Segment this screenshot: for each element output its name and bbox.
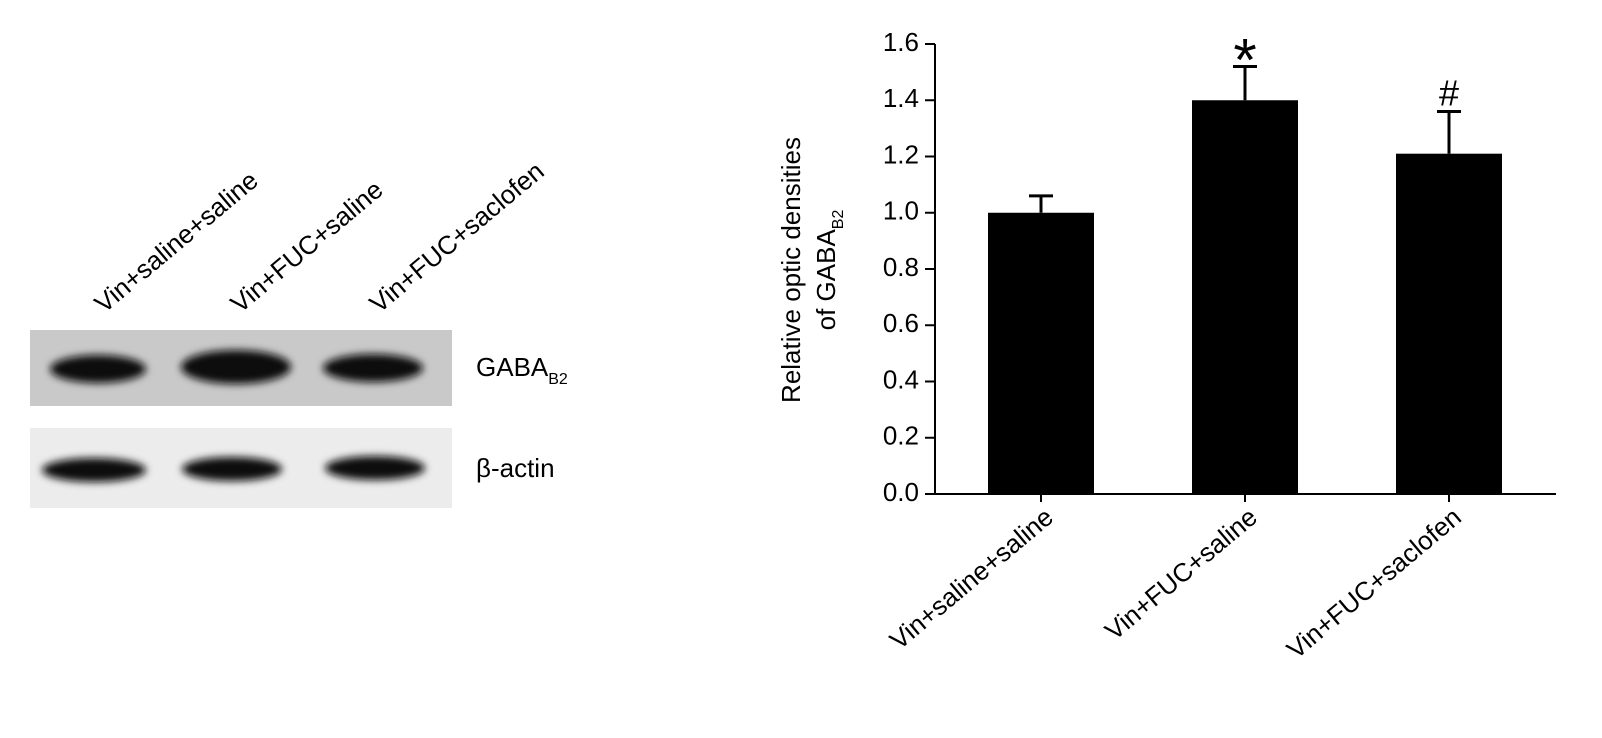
y-tick-label: 1.0 — [883, 196, 919, 226]
band — [42, 458, 146, 482]
x-tick-label: Vin+FUC+saline — [1099, 502, 1263, 646]
y-tick-label: 0.4 — [883, 364, 919, 394]
band — [323, 354, 423, 382]
y-tick-label: 0.0 — [883, 477, 919, 507]
y-tick-label: 1.4 — [883, 83, 919, 113]
band-label-subscript: B2 — [548, 371, 568, 388]
band-label-text: GABA — [476, 352, 549, 382]
y-axis-label: Relative optic densities — [776, 137, 806, 403]
annotation: * — [1233, 27, 1256, 94]
y-axis-label-text: of GABA — [811, 229, 841, 331]
band — [50, 355, 146, 383]
x-tick-label: Vin+saline+saline — [884, 502, 1059, 656]
band — [182, 457, 282, 481]
band — [181, 350, 291, 384]
x-tick-label: Vin+FUC+saclofen — [1281, 502, 1467, 665]
band-label: GABAB2 — [476, 352, 568, 388]
y-tick-label: 1.2 — [883, 139, 919, 169]
annotation: # — [1439, 73, 1459, 114]
y-tick-label: 0.2 — [883, 421, 919, 451]
y-tick-label: 0.6 — [883, 308, 919, 338]
lane-label: Vin+FUC+saclofen — [364, 156, 550, 319]
y-tick-label: 1.6 — [883, 27, 919, 57]
band — [325, 456, 425, 480]
bar — [1192, 100, 1298, 494]
y-axis-label-subscript: B2 — [830, 210, 847, 230]
y-axis-label: of GABAB2 — [811, 210, 847, 331]
band-label: β-actin — [476, 453, 555, 483]
y-tick-label: 0.8 — [883, 252, 919, 282]
bar — [988, 212, 1094, 494]
blot-panel: GABAB2 β-actin — [30, 330, 568, 508]
bar — [1396, 153, 1502, 494]
